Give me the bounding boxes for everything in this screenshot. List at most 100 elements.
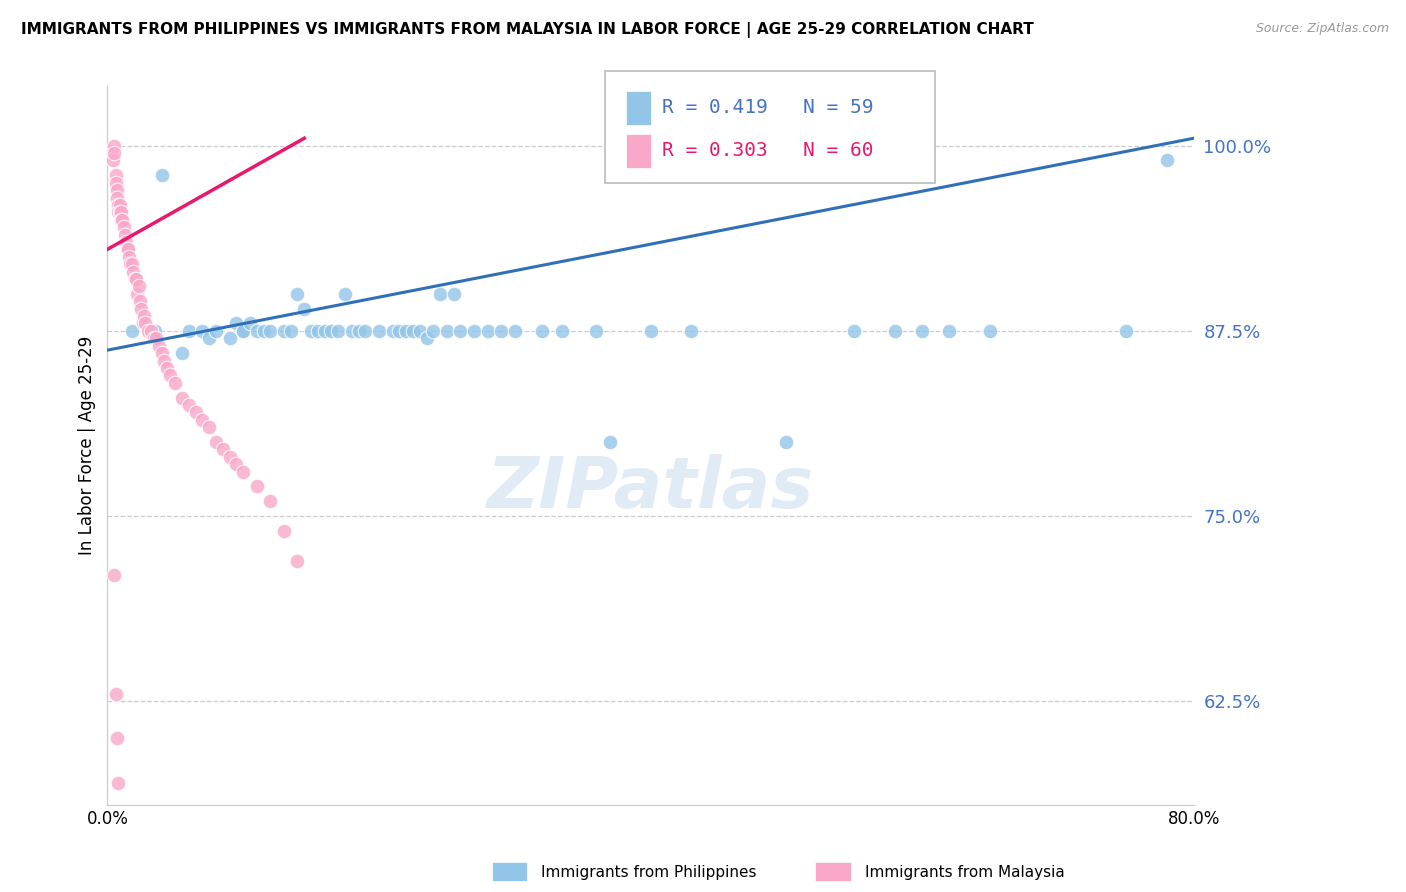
Point [463, 324, 485, 338]
Point [252, 324, 274, 338]
Point [368, 324, 391, 338]
Point [225, 317, 247, 331]
Point [103, 568, 125, 582]
Point [232, 324, 254, 338]
Point [108, 198, 131, 212]
Point [218, 450, 240, 464]
Point [218, 331, 240, 345]
Point [775, 435, 797, 450]
Point [159, 368, 181, 383]
Y-axis label: In Labor Force | Age 25-29: In Labor Force | Age 25-29 [79, 336, 96, 556]
Point [118, 250, 141, 264]
Point [115, 235, 138, 249]
Point [191, 413, 214, 427]
Point [105, 190, 128, 204]
Point [640, 324, 662, 338]
Point [198, 331, 221, 345]
Point [354, 324, 377, 338]
Point [477, 324, 499, 338]
Point [205, 324, 228, 338]
Point [107, 198, 129, 212]
Point [287, 286, 309, 301]
Point [112, 220, 135, 235]
Point [101, 153, 124, 168]
Point [131, 317, 153, 331]
Point [117, 243, 139, 257]
Point [1156, 153, 1178, 168]
Point [232, 465, 254, 479]
Point [177, 324, 200, 338]
Point [153, 353, 176, 368]
Point [585, 324, 607, 338]
Point [121, 257, 143, 271]
Point [134, 317, 156, 331]
Point [436, 324, 458, 338]
Point [125, 272, 148, 286]
Point [211, 442, 233, 457]
Point [246, 324, 269, 338]
Point [107, 205, 129, 219]
Point [321, 324, 343, 338]
Point [105, 731, 128, 746]
Point [139, 324, 162, 338]
Point [110, 205, 132, 219]
Point [246, 479, 269, 493]
Point [273, 524, 295, 538]
Point [402, 324, 425, 338]
Point [551, 324, 574, 338]
Point [105, 183, 128, 197]
Point [142, 331, 165, 345]
Point [232, 324, 254, 338]
Point [131, 301, 153, 316]
Point [530, 324, 553, 338]
Point [103, 138, 125, 153]
Point [156, 360, 179, 375]
Point [205, 435, 228, 450]
Point [844, 324, 866, 338]
Point [911, 324, 934, 338]
Point [108, 205, 131, 219]
Point [979, 324, 1001, 338]
Point [1115, 324, 1137, 338]
Point [287, 553, 309, 567]
Point [120, 257, 142, 271]
Point [429, 286, 451, 301]
Point [122, 264, 145, 278]
Point [129, 294, 152, 309]
Point [114, 227, 136, 242]
Point [299, 324, 322, 338]
Text: R = 0.303   N = 60: R = 0.303 N = 60 [662, 141, 873, 161]
Point [110, 212, 132, 227]
Point [347, 324, 370, 338]
Text: Immigrants from Malaysia: Immigrants from Malaysia [865, 865, 1064, 880]
Text: Immigrants from Philippines: Immigrants from Philippines [541, 865, 756, 880]
Point [177, 398, 200, 412]
Point [124, 272, 146, 286]
Point [104, 176, 127, 190]
Text: IMMIGRANTS FROM PHILIPPINES VS IMMIGRANTS FROM MALAYSIA IN LABOR FORCE | AGE 25-: IMMIGRANTS FROM PHILIPPINES VS IMMIGRANT… [21, 22, 1033, 38]
Point [239, 317, 262, 331]
Point [388, 324, 411, 338]
Point [225, 457, 247, 471]
Point [104, 687, 127, 701]
Point [198, 420, 221, 434]
Point [328, 324, 350, 338]
Point [884, 324, 907, 338]
Point [127, 286, 149, 301]
Point [136, 324, 159, 338]
Point [333, 286, 356, 301]
Point [443, 286, 465, 301]
Point [938, 324, 960, 338]
Point [280, 324, 302, 338]
Point [184, 405, 207, 419]
Point [128, 279, 150, 293]
Point [599, 435, 621, 450]
Point [148, 339, 170, 353]
Point [489, 324, 512, 338]
Point [273, 324, 295, 338]
Point [165, 376, 187, 390]
Point [307, 324, 329, 338]
Point [681, 324, 703, 338]
Point [381, 324, 404, 338]
Text: ZIPatlas: ZIPatlas [486, 454, 814, 524]
